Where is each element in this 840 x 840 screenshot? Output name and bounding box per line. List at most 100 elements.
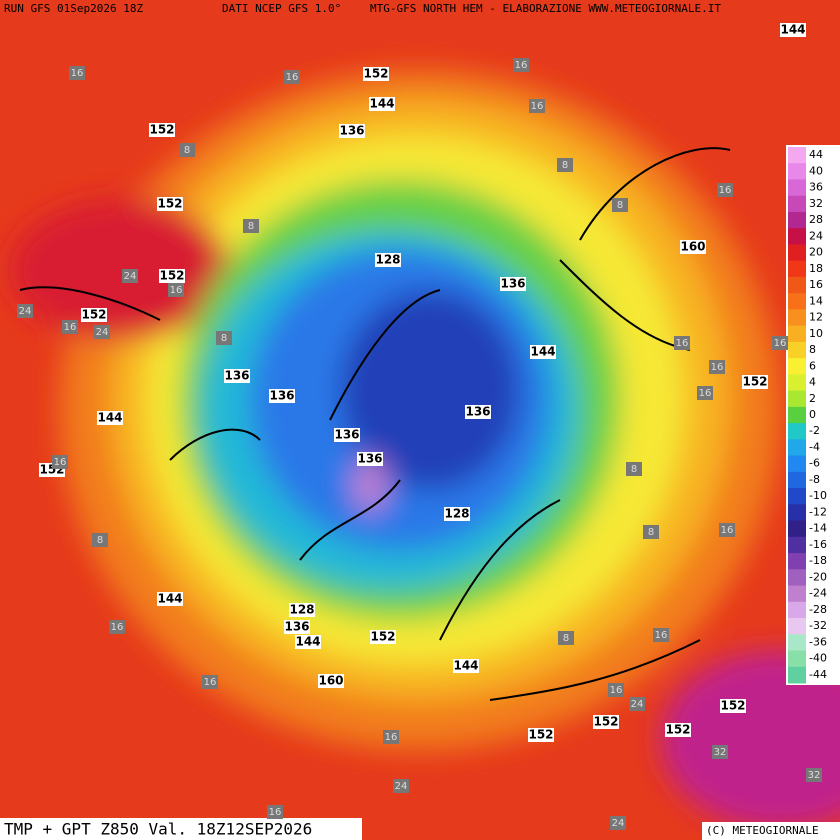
footer-title: TMP + GPT Z850 Val. 18Z12SEP2026 [4, 820, 312, 839]
legend-label: -2 [809, 424, 820, 437]
legend-label: 10 [809, 327, 823, 340]
legend-label: -4 [809, 440, 820, 453]
legend-label: -24 [809, 587, 827, 600]
tmp-label: 16 [774, 338, 787, 349]
gpt-label: 136 [357, 452, 382, 466]
legend-swatch [788, 147, 806, 164]
gpt-label: 152 [149, 123, 174, 137]
gpt-label-box [528, 728, 554, 742]
legend-swatch [788, 341, 806, 359]
gpt-label: 152 [363, 67, 388, 81]
tmp-label-box [653, 628, 669, 642]
gpt-label-box [339, 124, 365, 138]
tmp-label: 24 [631, 699, 644, 710]
legend-swatch [788, 536, 806, 554]
gpt-label-box [357, 452, 383, 466]
gpt-label: 136 [465, 405, 490, 419]
legend-swatch [788, 358, 806, 375]
legend-label: -16 [809, 538, 827, 551]
tmp-label-box [674, 336, 690, 350]
gpt-label-box [375, 253, 401, 267]
tmp-label: 16 [170, 285, 183, 296]
header-site: MTG-GFS NORTH HEM - ELABORAZIONE WWW.MET… [370, 2, 721, 15]
legend-swatch [788, 325, 806, 343]
gpt-label-box [593, 715, 619, 729]
tmp-label-box [62, 320, 78, 334]
tmp-label-box [557, 158, 573, 172]
legend-swatch [788, 504, 806, 522]
gpt-label: 144 [97, 411, 122, 425]
legend-swatch [788, 666, 806, 684]
legend-swatch [788, 585, 806, 603]
legend-label: 14 [809, 294, 823, 307]
tmp-label-box [709, 360, 725, 374]
legend-label: 28 [809, 213, 823, 226]
tmp-label: 8 [617, 200, 623, 211]
legend-label: -44 [809, 668, 827, 681]
legend-label: -32 [809, 619, 827, 632]
legend-label: 18 [809, 262, 823, 275]
gpt-label: 144 [369, 97, 394, 111]
tmp-label: 8 [648, 527, 654, 538]
tmp-label: 16 [699, 388, 712, 399]
gpt-label-box [370, 630, 396, 644]
gpt-label-box [157, 197, 183, 211]
tmp-label: 16 [286, 72, 299, 83]
tmp-label-box [383, 730, 399, 744]
legend-swatch [788, 244, 806, 262]
tmp-label-box [610, 816, 626, 830]
gpt-label-box [680, 240, 706, 254]
tmp-label-box [643, 525, 659, 539]
tmp-label: 16 [655, 630, 668, 641]
gpt-label: 136 [224, 369, 249, 383]
tmp-label: 32 [714, 747, 727, 758]
tmp-label-box [626, 462, 642, 476]
gpt-label-box [224, 369, 250, 383]
gpt-label: 144 [780, 23, 805, 37]
gpt-label-box [363, 67, 389, 81]
gpt-label-box [295, 635, 321, 649]
legend-swatch [788, 293, 806, 310]
legend-label: 40 [809, 164, 823, 177]
tmp-label: 24 [395, 781, 408, 792]
tmp-label: 8 [221, 333, 227, 344]
header-run: RUN GFS 01Sep2026 18Z [4, 2, 143, 15]
tmp-label-box [529, 99, 545, 113]
tmp-label: 16 [610, 685, 623, 696]
gpt-label-box [742, 375, 768, 389]
tmp-label-box [284, 70, 300, 84]
gpt-label: 128 [375, 253, 400, 267]
gpt-label: 136 [500, 277, 525, 291]
tmp-label: 16 [71, 68, 84, 79]
gpt-label-box [780, 23, 806, 37]
legend-label: 44 [809, 148, 823, 161]
copyright-box [702, 822, 840, 840]
legend-swatch [788, 276, 806, 294]
legend-label: 8 [809, 343, 816, 356]
gpt-label: 128 [444, 507, 469, 521]
legend-swatch [788, 390, 806, 408]
tmp-label-box [94, 325, 110, 339]
tmp-label: 24 [612, 818, 625, 829]
legend-label: -40 [809, 652, 827, 665]
gpt-label-box [318, 674, 344, 688]
tmp-label-box [717, 183, 733, 197]
tmp-label: 8 [563, 633, 569, 644]
legend-label: 32 [809, 197, 823, 210]
gpt-label-box [665, 723, 691, 737]
tmp-label-box [719, 523, 735, 537]
temperature-field [10, 70, 840, 830]
legend-label: 4 [809, 376, 816, 389]
gpt-label-box [284, 620, 310, 634]
legend-label: 20 [809, 246, 823, 259]
tmp-label-box [513, 58, 529, 72]
tmp-label: 32 [808, 770, 821, 781]
legend-label: -6 [809, 457, 820, 470]
legend-label: -10 [809, 489, 827, 502]
tmp-label-box [393, 779, 409, 793]
tmp-label: 16 [721, 525, 734, 536]
tmp-label-box [267, 805, 283, 819]
legend-swatch [788, 471, 806, 489]
gpt-label: 152 [665, 723, 690, 737]
legend-swatch [788, 309, 806, 327]
